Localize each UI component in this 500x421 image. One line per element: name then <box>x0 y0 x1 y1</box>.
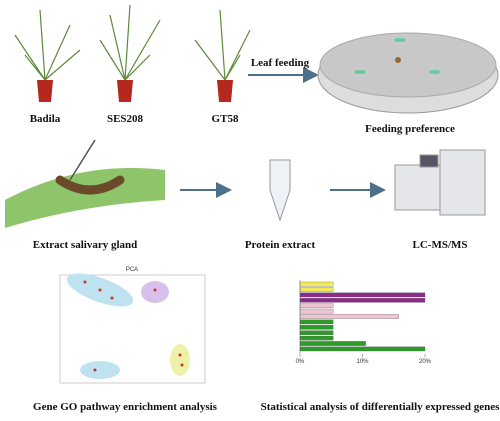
leaf-larva <box>5 139 165 228</box>
pca-title: PCA <box>126 267 138 273</box>
arrow-label: Leaf feeding <box>251 57 310 69</box>
bar <box>299 287 334 292</box>
pots <box>37 80 233 102</box>
bar <box>299 346 426 352</box>
bar <box>299 341 366 346</box>
x-tick-label: 0% <box>296 359 305 365</box>
bar <box>299 292 426 298</box>
bar <box>299 335 334 341</box>
panel-label: Gene GO pathway enrichment analysis <box>33 401 218 413</box>
panel-label: Statistical analysis of differentially e… <box>261 401 500 413</box>
dish-label: Feeding preference <box>365 123 455 135</box>
bar <box>299 281 334 287</box>
bar <box>299 325 334 330</box>
step-label: LC-MS/MS <box>413 239 468 251</box>
step-label: Extract salivary gland <box>33 239 138 251</box>
bar <box>299 308 334 314</box>
bar <box>299 303 334 308</box>
plant-label: GT58 <box>212 113 239 125</box>
plants <box>14 4 251 81</box>
lc-ms <box>394 149 486 216</box>
bar <box>299 314 399 319</box>
step-label: Protein extract <box>245 239 316 251</box>
petri-dish <box>317 32 499 114</box>
pca-panel <box>59 273 206 384</box>
bar <box>299 298 426 303</box>
x-tick-label: 10% <box>356 359 369 365</box>
plant-label: Badila <box>30 113 61 125</box>
plant-label: SES208 <box>107 113 144 125</box>
tube <box>269 159 291 222</box>
x-tick-label: 20% <box>419 359 432 365</box>
bar <box>299 319 334 325</box>
bar <box>299 330 334 335</box>
